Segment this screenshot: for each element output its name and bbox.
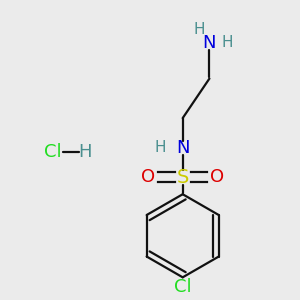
Text: Cl: Cl (174, 278, 191, 296)
Text: N: N (176, 139, 189, 157)
Text: N: N (203, 34, 216, 52)
Text: O: O (210, 168, 224, 186)
Text: H: H (154, 140, 166, 155)
Text: S: S (176, 168, 189, 187)
Text: H: H (78, 143, 92, 161)
Text: H: H (194, 22, 205, 37)
Text: O: O (141, 168, 155, 186)
Text: H: H (221, 35, 233, 50)
Text: Cl: Cl (44, 143, 62, 161)
